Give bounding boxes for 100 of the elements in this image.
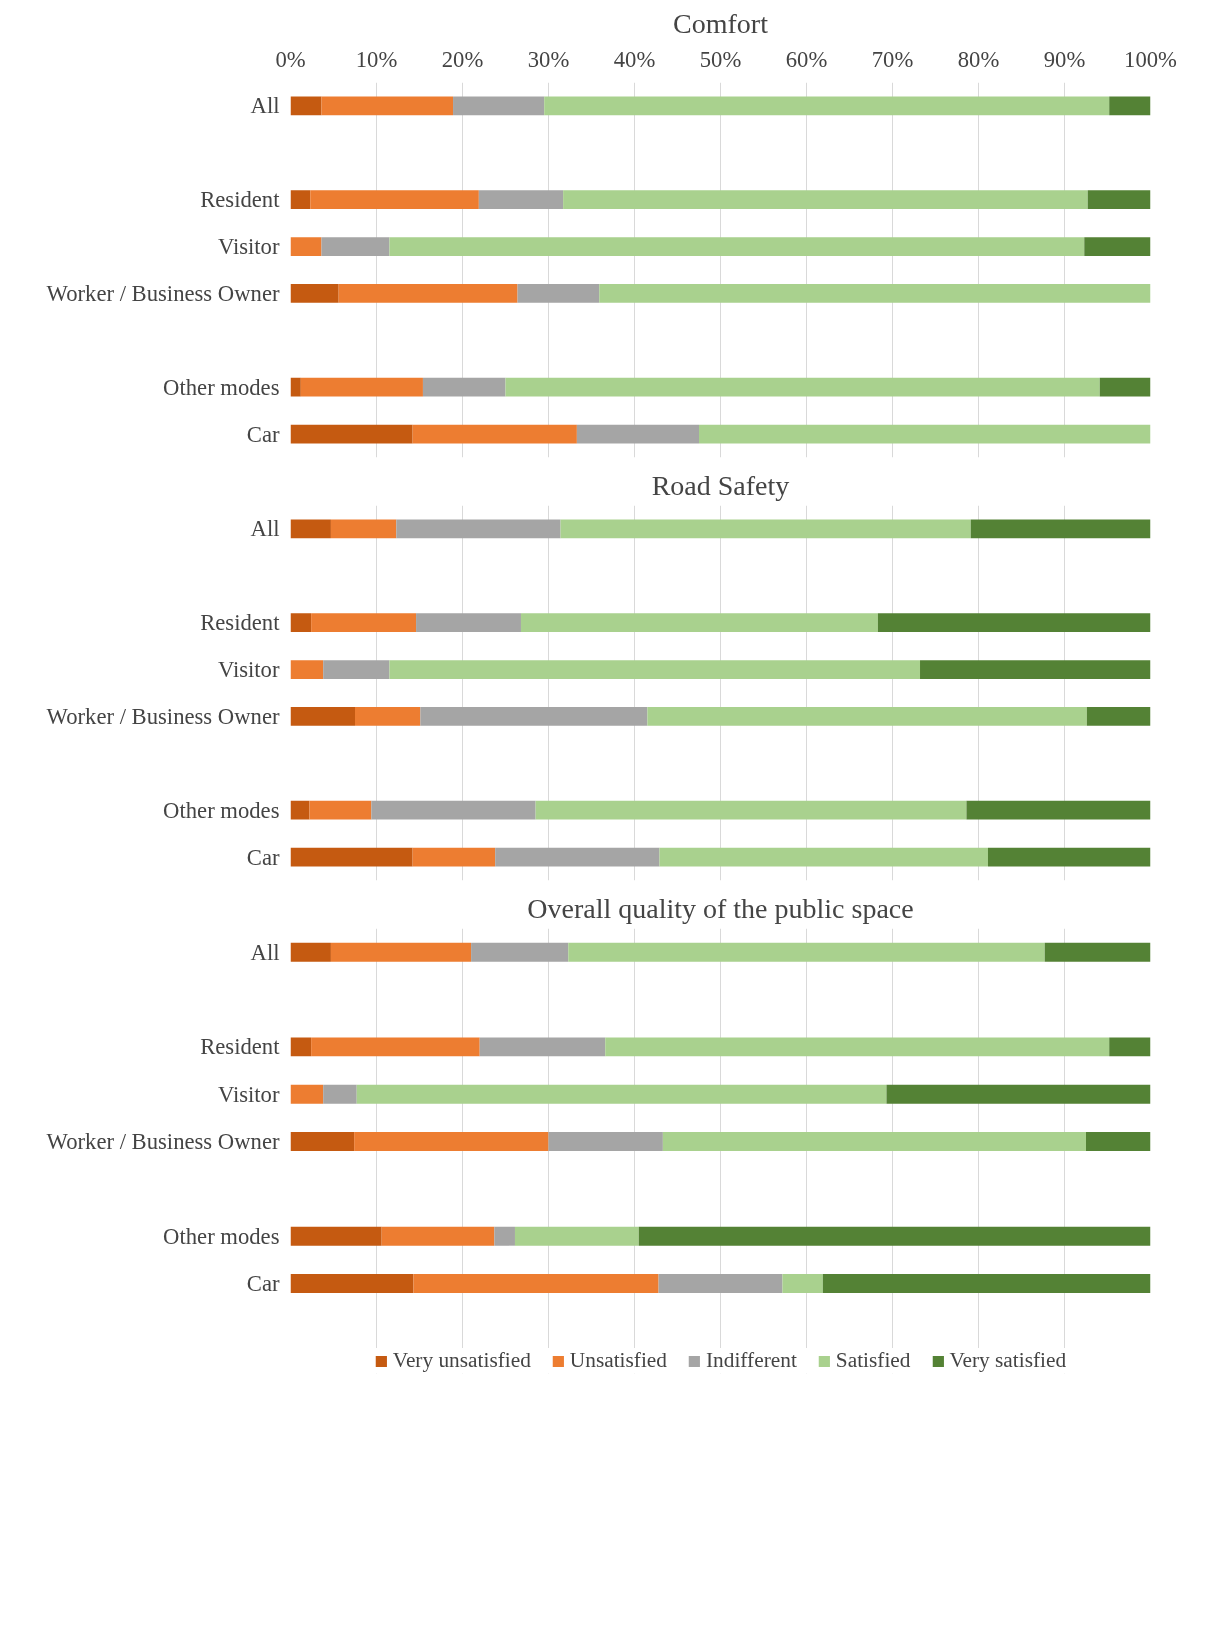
bar bbox=[605, 1037, 1110, 1057]
bar bbox=[381, 1226, 495, 1246]
bar bbox=[311, 1037, 480, 1057]
bar bbox=[422, 377, 506, 397]
x-tick-label: 90% bbox=[1043, 46, 1086, 72]
bar bbox=[1099, 377, 1151, 397]
bar bbox=[1087, 190, 1151, 210]
x-tick-label: 80% bbox=[957, 46, 1000, 72]
bar bbox=[495, 847, 660, 867]
bar bbox=[396, 519, 561, 539]
bar bbox=[321, 96, 454, 116]
x-tick-label: 40% bbox=[613, 46, 656, 72]
bar bbox=[514, 1226, 639, 1246]
bar bbox=[290, 424, 413, 444]
bar bbox=[563, 190, 1088, 210]
bar bbox=[478, 190, 564, 210]
bar bbox=[290, 707, 355, 726]
bar bbox=[548, 1132, 663, 1151]
y-tick-label: All bbox=[250, 516, 280, 542]
bar bbox=[290, 190, 311, 210]
bar bbox=[389, 237, 1085, 256]
bar bbox=[355, 707, 421, 726]
y-tick-label: Resident bbox=[200, 1034, 281, 1060]
bar bbox=[290, 800, 310, 820]
bar bbox=[413, 1274, 659, 1294]
y-tick-label: Worker / Business Owner bbox=[46, 280, 280, 306]
y-tick-label: Car bbox=[246, 844, 280, 870]
bar bbox=[877, 613, 1151, 633]
y-tick-label: All bbox=[250, 939, 280, 965]
bar bbox=[886, 1084, 1151, 1104]
bar bbox=[290, 1084, 324, 1104]
x-tick-label: 20% bbox=[441, 46, 484, 72]
y-tick-label: Resident bbox=[200, 610, 281, 636]
bar bbox=[330, 519, 397, 539]
y-tick-label: Resident bbox=[200, 187, 281, 213]
bar bbox=[290, 1226, 382, 1246]
bar bbox=[822, 1274, 1151, 1294]
bar bbox=[290, 847, 413, 867]
bar bbox=[323, 660, 390, 679]
legend-label: Very satisfied bbox=[949, 1348, 1067, 1373]
bar bbox=[420, 707, 648, 726]
bar bbox=[535, 800, 967, 820]
bar bbox=[310, 190, 479, 210]
y-tick-label: Visitor bbox=[217, 1081, 280, 1107]
bar bbox=[290, 237, 322, 256]
bar bbox=[966, 800, 1151, 820]
bar bbox=[599, 284, 1151, 303]
y-tick-label: Other modes bbox=[163, 1223, 280, 1249]
y-tick-label: All bbox=[250, 93, 280, 119]
bar bbox=[699, 424, 1151, 444]
chart-title: Road Safety bbox=[651, 469, 790, 501]
bar bbox=[659, 847, 988, 867]
bar bbox=[290, 660, 324, 679]
bar bbox=[300, 377, 423, 397]
bar bbox=[638, 1226, 1151, 1246]
bar bbox=[321, 237, 390, 256]
chart-title: Overall quality of the public space bbox=[527, 892, 914, 924]
bar bbox=[412, 424, 577, 444]
bar bbox=[290, 519, 331, 539]
bar bbox=[416, 613, 521, 633]
x-tick-label: 50% bbox=[699, 46, 742, 72]
bar bbox=[311, 613, 417, 633]
bar bbox=[576, 424, 699, 444]
bar bbox=[290, 1037, 312, 1057]
bar bbox=[662, 1132, 1086, 1151]
x-tick-label: 0% bbox=[275, 46, 306, 72]
bar bbox=[1109, 96, 1151, 116]
chart-title: Comfort bbox=[673, 7, 769, 39]
y-tick-label: Other modes bbox=[163, 797, 280, 823]
bar bbox=[453, 96, 545, 116]
bar bbox=[920, 660, 1151, 679]
bar bbox=[290, 613, 312, 633]
bar bbox=[323, 1084, 357, 1104]
bar bbox=[560, 519, 971, 539]
y-tick-label: Car bbox=[246, 1271, 280, 1297]
bar bbox=[1044, 942, 1151, 962]
y-tick-label: Car bbox=[246, 421, 280, 447]
y-tick-label: Worker / Business Owner bbox=[46, 1129, 280, 1155]
bar bbox=[479, 1037, 606, 1057]
x-tick-label: 30% bbox=[527, 46, 570, 72]
legend-label: Indifferent bbox=[706, 1348, 797, 1373]
bar bbox=[782, 1274, 823, 1294]
bar bbox=[658, 1274, 783, 1294]
bar bbox=[517, 284, 600, 303]
bar bbox=[338, 284, 518, 303]
bar bbox=[970, 519, 1151, 539]
bar bbox=[389, 660, 921, 679]
x-tick-label: 10% bbox=[355, 46, 398, 72]
bar bbox=[1084, 237, 1151, 256]
bar bbox=[544, 96, 1110, 116]
y-tick-label: Visitor bbox=[217, 657, 280, 683]
bar bbox=[290, 1274, 414, 1294]
legend-label: Satisfied bbox=[835, 1348, 911, 1373]
y-tick-label: Visitor bbox=[217, 234, 280, 260]
bar bbox=[290, 284, 339, 303]
bar bbox=[330, 942, 472, 962]
x-tick-label: 100% bbox=[1124, 46, 1178, 72]
bar bbox=[290, 96, 322, 116]
bar bbox=[471, 942, 569, 962]
bar bbox=[520, 613, 878, 633]
